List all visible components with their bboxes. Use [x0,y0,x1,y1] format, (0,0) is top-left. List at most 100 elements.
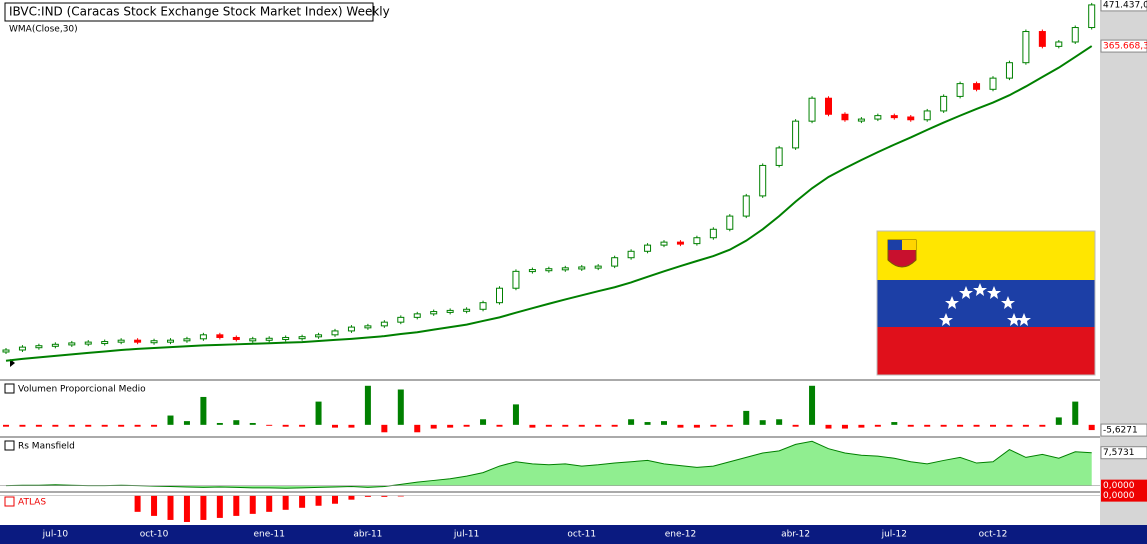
bar [858,424,865,428]
panel-title: Rs Mansfield [18,442,75,452]
bar [134,495,141,512]
bar [332,424,338,428]
candle [923,110,931,121]
candle [825,97,832,115]
bar [595,424,602,427]
candle [413,313,421,318]
panel-title: Volumen Proporcional Medio [18,385,146,395]
bar [364,385,371,425]
candle [298,336,306,340]
bar [562,424,569,427]
bar [710,424,717,427]
tick-label-box [1101,489,1147,502]
bar [496,424,503,427]
bar [233,495,240,516]
bar [628,419,635,425]
candle [216,334,224,338]
bar [743,410,750,425]
bar [216,422,223,425]
bar [841,424,848,429]
candle [561,267,569,271]
candle [150,340,158,344]
candle [759,164,767,197]
collapse-button[interactable] [4,496,15,507]
bar [315,495,322,506]
candle [1071,27,1079,43]
x-tick-label: jul-11 [453,530,479,540]
value-label-box [1100,446,1147,460]
bar [545,424,552,427]
candle [397,316,405,323]
bar [809,385,816,425]
candle [545,268,553,272]
collapse-button[interactable] [4,383,15,394]
value-label-box [1100,0,1147,12]
price-scale [1100,0,1147,525]
bar [167,495,174,520]
area-line [5,440,1092,489]
candle [380,321,388,327]
bar [315,401,322,425]
bar [167,415,174,425]
bar [726,424,733,427]
candle [134,339,142,343]
bar [101,424,108,427]
bar [233,420,240,425]
candle [265,337,273,341]
bar [1022,424,1029,427]
bar [973,424,980,427]
candle [167,339,174,343]
candle [792,120,800,149]
x-tick-label: oct-10 [140,530,169,540]
candle [726,215,734,230]
candle [512,270,520,289]
candle [956,83,964,97]
bar [216,495,223,518]
candle [693,237,701,245]
bar [397,389,404,425]
candle [51,343,59,347]
candle [594,265,602,269]
candle [841,113,849,121]
value-label: 365.668,3 [1103,42,1147,52]
candle [364,325,372,329]
chart-title: IBVC:IND (Caracas Stock Exchange Stock M… [9,5,390,19]
collapse-button[interactable] [4,440,15,451]
candle [1055,41,1063,47]
bar [200,396,207,425]
candle [479,302,487,310]
panel-title: ATLAS [18,498,46,508]
candle [249,338,257,342]
bar [693,424,700,428]
candle [660,241,668,246]
candle [496,287,503,304]
x-tick-label: ene-11 [253,530,284,540]
bar [364,495,371,497]
bar [529,424,536,428]
bar [282,424,289,427]
bar [183,495,190,522]
candle [282,336,290,340]
bar [874,424,881,427]
bar [414,424,421,433]
bar [183,421,190,425]
bar [578,424,585,427]
candle [742,195,750,217]
bar [430,424,437,429]
candle [1088,4,1096,29]
candle [463,308,471,312]
bar [644,422,651,425]
bar [397,495,404,497]
x-tick-label: oct-11 [567,530,596,540]
value-label: -5,6271 [1103,426,1138,436]
candle [528,269,536,273]
legend-entry: WMA(Close,30) [9,25,78,35]
x-tick-label: abr-12 [781,530,810,540]
candle [117,339,125,343]
bar [512,404,519,425]
bar [759,420,766,425]
candle [808,97,816,122]
bar [825,424,832,429]
x-tick-label: ene-12 [665,530,696,540]
